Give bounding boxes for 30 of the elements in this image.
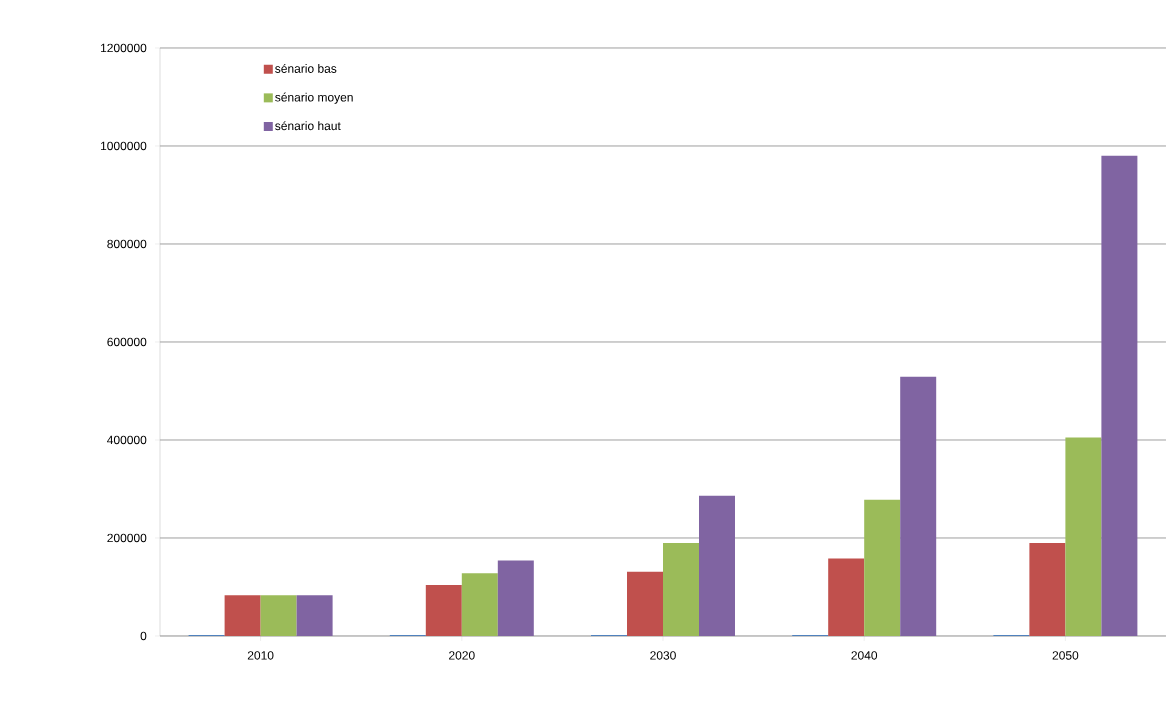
- bar: [260, 595, 297, 636]
- legend-label: sénario bas: [275, 63, 337, 73]
- bar: [828, 558, 865, 636]
- x-tick-label: 2030: [650, 651, 676, 660]
- x-tick-label: 2010: [247, 651, 274, 660]
- bar: [224, 595, 261, 636]
- bar: [663, 542, 699, 636]
- bar: [425, 585, 462, 636]
- x-tick-label: 2020: [449, 651, 475, 660]
- bar: [699, 495, 735, 636]
- bar: [1029, 542, 1066, 636]
- bar: [1101, 155, 1138, 636]
- y-tick-label: 800000: [107, 239, 147, 249]
- legend-label: sénario haut: [275, 121, 341, 131]
- bar: [627, 571, 663, 636]
- y-tick-label: 1200000: [101, 43, 147, 53]
- bar: [461, 573, 498, 636]
- y-tick-label: 1000000: [101, 141, 147, 151]
- y-tick-label: 400000: [107, 435, 147, 445]
- y-tick-label: 600000: [107, 337, 147, 347]
- y-tick-label: 200000: [107, 533, 147, 543]
- bar: [900, 376, 937, 636]
- x-tick-label: 2050: [1052, 651, 1079, 660]
- x-tick-label: 2040: [851, 651, 878, 660]
- bar: [497, 560, 534, 636]
- bar: [864, 499, 901, 636]
- bar: [296, 595, 333, 636]
- bar: [1065, 437, 1102, 636]
- legend-label: sénario moyen: [275, 92, 353, 104]
- y-tick-label: 0: [140, 631, 147, 641]
